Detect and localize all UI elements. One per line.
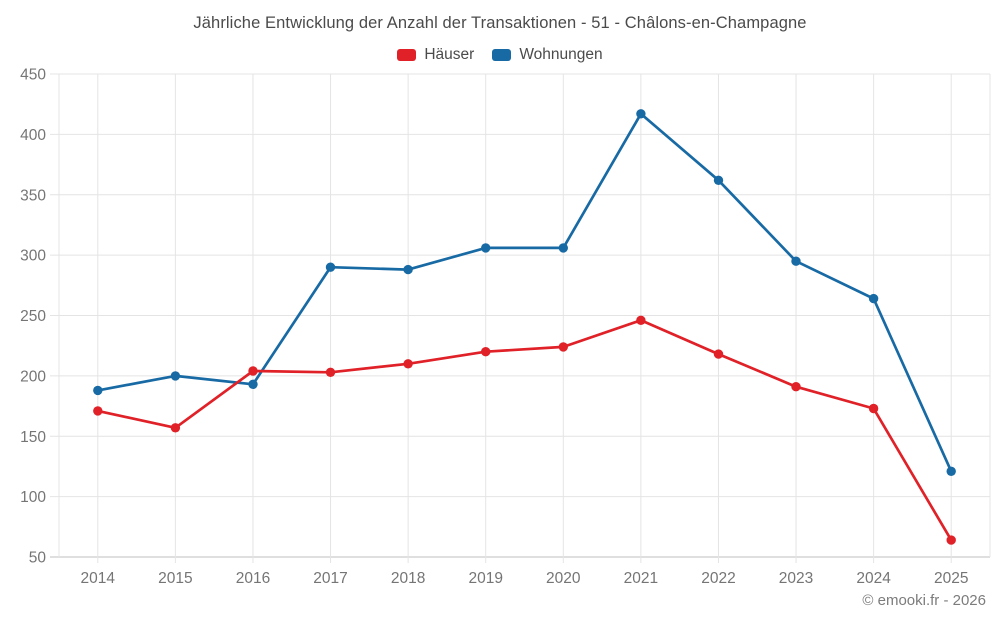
svg-text:2024: 2024 [856, 570, 891, 587]
svg-text:2018: 2018 [391, 570, 425, 587]
svg-text:2017: 2017 [313, 570, 347, 587]
svg-text:50: 50 [29, 550, 47, 567]
svg-text:350: 350 [20, 187, 46, 204]
svg-text:2023: 2023 [779, 570, 813, 587]
chart-legend: Häuser Wohnungen [0, 46, 1000, 64]
svg-text:2025: 2025 [934, 570, 968, 587]
svg-text:150: 150 [20, 429, 46, 446]
legend-item-wohnungen[interactable]: Wohnungen [492, 46, 603, 64]
svg-text:200: 200 [20, 368, 46, 385]
svg-text:2014: 2014 [81, 570, 116, 587]
svg-text:100: 100 [20, 489, 46, 506]
chart-title: Jährliche Entwicklung der Anzahl der Tra… [193, 14, 807, 32]
legend-item-haeuser[interactable]: Häuser [397, 46, 474, 64]
svg-text:2019: 2019 [468, 570, 502, 587]
haeuser-legend-swatch-icon [397, 49, 417, 61]
copyright-text: © emooki.fr - 2026 [862, 592, 986, 609]
svg-text:2016: 2016 [236, 570, 270, 587]
svg-text:250: 250 [20, 308, 46, 325]
haeuser-legend-label: Häuser [424, 46, 475, 63]
svg-text:2015: 2015 [158, 570, 192, 587]
wohnungen-legend-swatch-icon [492, 49, 512, 61]
svg-text:300: 300 [20, 248, 46, 265]
wohnungen-legend-label: Wohnungen [519, 46, 603, 63]
svg-text:450: 450 [20, 67, 46, 84]
svg-text:2020: 2020 [546, 570, 581, 587]
svg-text:400: 400 [20, 127, 46, 144]
svg-text:2021: 2021 [624, 570, 658, 587]
svg-text:2022: 2022 [701, 570, 735, 587]
